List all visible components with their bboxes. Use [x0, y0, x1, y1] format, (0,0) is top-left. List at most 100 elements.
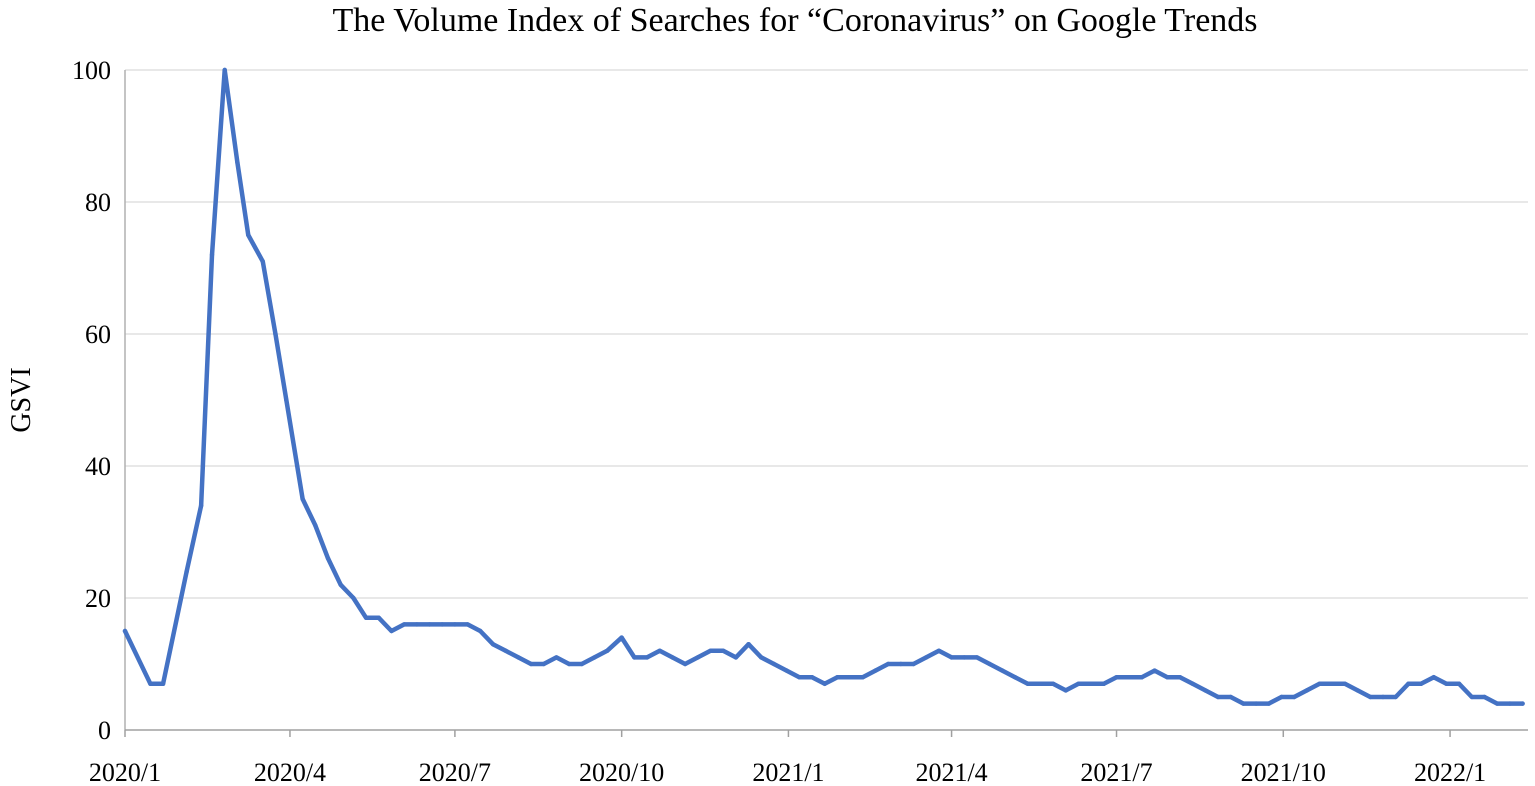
data-point [1177, 675, 1183, 680]
data-point [822, 681, 827, 686]
data-point [465, 622, 470, 627]
data-point [566, 661, 572, 667]
data-point [1330, 681, 1335, 686]
data-point [376, 615, 381, 620]
data-point [478, 628, 483, 634]
data-point [974, 655, 980, 660]
data-point [1444, 681, 1449, 686]
x-tick-labels: 2020/1 2020/4 2020/7 2020/10 2021/1 2021/4 202… [89, 730, 1486, 786]
y-tick-label-4: 80 [85, 188, 111, 217]
y-tick-label-1: 20 [85, 584, 111, 613]
data-point [1190, 681, 1195, 686]
data-point [414, 622, 420, 627]
y-tick-label-2: 40 [85, 452, 111, 481]
data-point [1228, 694, 1233, 700]
x-tick-label-2: 2020/7 [419, 758, 491, 786]
data-point [363, 615, 369, 620]
data-point [1406, 681, 1411, 686]
x-tick-label-8: 2022/1 [1414, 758, 1486, 786]
data-point [1101, 681, 1107, 686]
data-point [401, 622, 407, 627]
data-point [1050, 681, 1056, 686]
data-point [1342, 681, 1348, 686]
data-point [1012, 675, 1018, 680]
data-point [1000, 668, 1005, 673]
data-point [733, 655, 739, 660]
data-point [784, 668, 789, 673]
data-point [160, 681, 166, 686]
data-point [682, 661, 688, 667]
data-point [427, 622, 432, 627]
data-point [440, 622, 445, 627]
data-point [1241, 701, 1246, 706]
x-tick-label-3: 2020/10 [579, 758, 664, 786]
data-point [1368, 694, 1373, 700]
data-point [936, 648, 942, 653]
data-point [338, 582, 343, 587]
data-point [1114, 675, 1119, 680]
data-point [528, 661, 534, 667]
y-tick-label-0: 0 [98, 716, 111, 745]
data-point [657, 648, 662, 653]
x-tick-label-0: 2020/1 [89, 758, 161, 786]
y-tick-label-5: 100 [72, 56, 111, 85]
data-point [670, 655, 675, 660]
data-point [1279, 694, 1284, 700]
x-tick-label-4: 2021/1 [752, 758, 824, 786]
data-point [962, 655, 967, 660]
data-point [1507, 701, 1513, 706]
data-point [1025, 681, 1030, 686]
data-point [235, 160, 240, 165]
data-point [1355, 688, 1360, 693]
data-point [1520, 701, 1525, 706]
data-point [541, 661, 546, 667]
data-point [273, 331, 278, 337]
data-point [695, 655, 700, 660]
data-point [1152, 668, 1157, 673]
data-point [1076, 681, 1081, 686]
data-point [898, 661, 904, 667]
data-point [554, 655, 559, 660]
data-point [284, 397, 289, 403]
data-point [1317, 681, 1322, 686]
data-point [987, 661, 992, 667]
data-point [873, 668, 878, 673]
y-tick-labels: 0 20 40 60 80 100 [72, 56, 111, 745]
data-point [198, 503, 204, 508]
data-point [209, 252, 215, 257]
series-layer [122, 67, 1525, 706]
data-point [1063, 688, 1068, 693]
data-point [708, 648, 713, 653]
data-point [1418, 681, 1424, 686]
data-point [632, 655, 637, 660]
data-point [1482, 694, 1487, 700]
data-point [351, 595, 356, 601]
x-tick-label-5: 2021/4 [915, 758, 987, 786]
x-tick-label-6: 2021/7 [1080, 758, 1152, 786]
data-point [592, 655, 597, 660]
data-point [1456, 681, 1462, 686]
data-point [885, 661, 891, 667]
data-point [604, 648, 610, 653]
data-point [222, 67, 227, 73]
data-point [148, 681, 153, 686]
data-point [325, 556, 331, 561]
data-point [1469, 694, 1475, 700]
data-point [1380, 694, 1386, 700]
series-line-0 [122, 67, 1525, 706]
chart-title: The Volume Index of Searches for “Corona… [332, 2, 1257, 39]
data-point [490, 642, 496, 647]
data-point [503, 648, 508, 653]
data-point [300, 496, 305, 502]
data-point [1165, 675, 1170, 680]
data-point [389, 628, 394, 634]
data-point [924, 655, 929, 660]
data-point [847, 675, 853, 680]
data-point [797, 675, 802, 680]
data-point [313, 523, 318, 528]
data-point [1431, 675, 1436, 680]
data-point [184, 569, 189, 574]
data-point [1494, 701, 1500, 706]
data-point [644, 655, 650, 660]
